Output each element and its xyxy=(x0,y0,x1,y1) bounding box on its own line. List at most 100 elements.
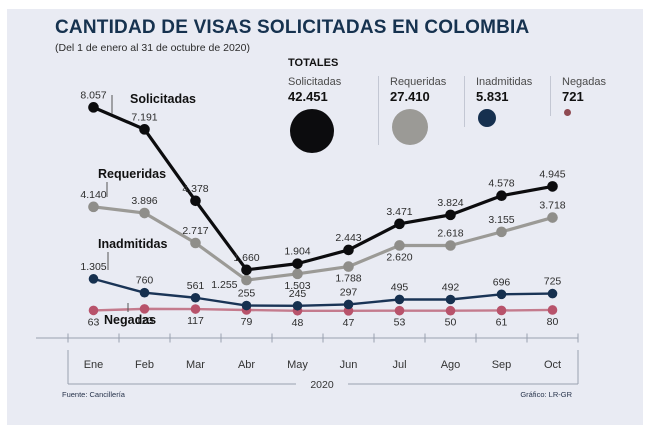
data-point-negadas xyxy=(394,305,405,316)
legend-item-value: 42.451 xyxy=(288,89,328,104)
data-label-requeridas: 2.620 xyxy=(386,251,412,263)
data-label-solicitadas: 4.945 xyxy=(539,168,565,180)
series-label-requeridas: Requeridas xyxy=(98,167,166,181)
data-label-inadmitidas: 495 xyxy=(391,281,409,293)
data-point-negadas xyxy=(88,305,99,316)
data-label-solicitadas: 3.824 xyxy=(437,197,463,209)
legend-item-value: 721 xyxy=(562,89,584,104)
data-label-solicitadas: 1.660 xyxy=(233,252,259,264)
data-label-inadmitidas: 1.305 xyxy=(80,261,106,273)
x-axis-label: Oct xyxy=(544,359,561,371)
data-label-inadmitidas: 297 xyxy=(340,286,358,298)
data-label-solicitadas: 1.904 xyxy=(284,246,310,258)
legend-item-value: 5.831 xyxy=(476,89,509,104)
data-point-solicitadas xyxy=(241,264,252,276)
data-label-requeridas: 1.255 xyxy=(211,279,237,291)
legend-item-label: Requeridas xyxy=(390,76,447,88)
data-point-solicitadas xyxy=(445,209,456,221)
graphic-credit: Gráfico: LR-GR xyxy=(520,390,572,399)
data-point-requeridas xyxy=(292,268,303,280)
series-label-inadmitidas: Inadmitidas xyxy=(98,237,168,251)
data-label-inadmitidas: 696 xyxy=(493,276,511,288)
data-point-solicitadas xyxy=(496,190,507,202)
data-label-requeridas: 2.717 xyxy=(182,225,208,237)
data-point-requeridas xyxy=(343,261,354,272)
series-line-requeridas xyxy=(91,205,555,282)
data-label-negadas: 48 xyxy=(292,317,304,329)
data-point-negadas xyxy=(547,305,558,315)
data-label-solicitadas: 3.471 xyxy=(386,206,412,218)
data-point-solicitadas xyxy=(88,102,99,113)
totals-legend: TOTALES Solicitadas 42.451 Requeridas 27.41… xyxy=(288,57,628,153)
x-axis-label: Ene xyxy=(84,359,104,371)
legend-heading: TOTALES xyxy=(288,57,339,69)
legend-item-dot xyxy=(564,109,571,116)
data-point-solicitadas xyxy=(292,258,303,269)
data-point-inadmitidas xyxy=(445,294,456,305)
data-point-negadas xyxy=(139,304,150,314)
legend-item-label: Inadmitidas xyxy=(476,76,533,88)
series-label-negadas: Negadas xyxy=(104,313,156,327)
data-point-inadmitidas xyxy=(88,274,99,284)
x-axis-label: Ago xyxy=(441,359,461,371)
data-point-inadmitidas xyxy=(343,299,354,310)
legend-item-solicitadas: Solicitadas 42.451 xyxy=(288,76,378,153)
data-label-inadmitidas: 760 xyxy=(136,275,154,287)
data-point-requeridas xyxy=(241,274,252,286)
data-point-requeridas xyxy=(496,226,507,238)
page-title: CANTIDAD DE VISAS SOLICITADAS EN COLOMBI… xyxy=(55,17,530,38)
panel-background xyxy=(7,9,643,425)
data-label-requeridas: 4.140 xyxy=(80,189,106,201)
year-label: 2020 xyxy=(310,379,334,391)
data-label-inadmitidas: 245 xyxy=(289,288,307,300)
data-point-requeridas xyxy=(139,207,150,219)
x-axis-label: Feb xyxy=(135,359,154,371)
legend-item-requeridas: Requeridas 27.410 xyxy=(378,76,464,145)
data-label-inadmitidas: 255 xyxy=(238,288,256,300)
legend-item-dot xyxy=(478,109,496,127)
data-label-negadas: 117 xyxy=(187,315,204,327)
data-label-negadas: 80 xyxy=(547,316,559,328)
legend-item-dot xyxy=(392,109,428,145)
x-axis-label: Sep xyxy=(492,359,512,371)
data-label-inadmitidas: 561 xyxy=(187,280,205,292)
data-label-negadas: 47 xyxy=(343,317,355,329)
data-point-requeridas xyxy=(190,237,201,249)
data-label-solicitadas: 2.443 xyxy=(335,232,361,244)
data-point-requeridas xyxy=(445,240,456,251)
legend-item-label: Negadas xyxy=(562,76,607,88)
source-credit: Fuente: Cancillería xyxy=(62,390,125,399)
x-axis-label: Jul xyxy=(392,359,406,371)
data-label-negadas: 123 xyxy=(136,315,154,327)
data-point-negadas xyxy=(190,304,201,314)
data-label-solicitadas: 8.057 xyxy=(80,89,106,101)
header: CANTIDAD DE VISAS SOLICITADAS EN COLOMBI… xyxy=(55,17,529,54)
data-point-inadmitidas xyxy=(394,294,405,305)
data-point-negadas xyxy=(496,305,507,316)
data-point-requeridas xyxy=(547,212,558,223)
series-line-inadmitidas xyxy=(92,277,554,307)
series-line-negadas xyxy=(92,307,554,313)
data-point-inadmitidas xyxy=(241,300,252,311)
legend-item-inadmitidas: Inadmitidas 5.831 xyxy=(464,76,550,127)
legend-item-dot xyxy=(290,109,334,153)
data-label-negadas: 61 xyxy=(496,316,508,328)
data-point-inadmitidas xyxy=(139,287,150,298)
x-axis-label: Mar xyxy=(186,359,205,371)
x-axis-label: Abr xyxy=(238,359,255,371)
data-label-inadmitidas: 492 xyxy=(442,282,460,294)
page-subtitle: (Del 1 de enero al 31 de octubre de 2020… xyxy=(55,42,250,54)
legend-item-negadas: Negadas 721 xyxy=(550,76,614,116)
data-label-negadas: 79 xyxy=(241,316,253,328)
data-point-solicitadas xyxy=(394,218,405,230)
data-point-solicitadas xyxy=(343,244,354,256)
x-axis-label: May xyxy=(287,359,308,371)
x-axis-label: Jun xyxy=(340,359,358,371)
data-label-requeridas: 1.503 xyxy=(284,280,310,292)
data-point-solicitadas xyxy=(139,124,150,135)
data-label-negadas: 53 xyxy=(394,317,406,329)
series-line-solicitadas xyxy=(91,105,555,272)
data-point-requeridas xyxy=(394,240,405,251)
